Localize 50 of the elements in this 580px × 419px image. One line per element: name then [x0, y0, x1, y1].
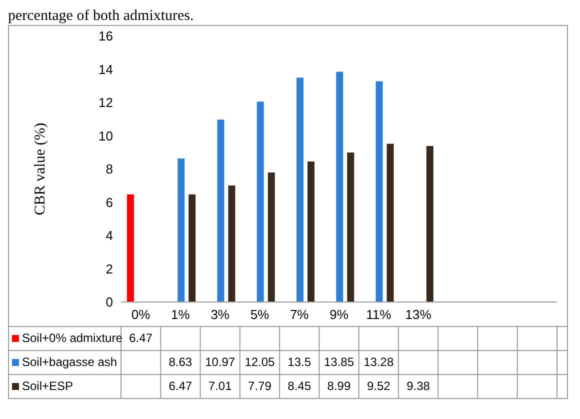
y-axis-title: CBR value (%) [32, 122, 48, 216]
x-tick-label: 5% [250, 307, 270, 322]
bar [188, 194, 196, 302]
data-label: 13.28 [362, 354, 395, 371]
data-label: 12.05 [244, 354, 276, 371]
data-label: 13.5 [286, 354, 312, 371]
bar [426, 146, 434, 302]
data-label: 8.99 [326, 378, 352, 395]
y-tick-label: 4 [106, 228, 113, 244]
data-label: 7.79 [247, 378, 272, 395]
bar [376, 81, 383, 302]
bar [228, 185, 236, 302]
y-tick-label: 12 [98, 95, 113, 110]
y-tick-label: 6 [106, 194, 113, 210]
y-tick-label: 16 [98, 28, 113, 44]
bar [217, 120, 224, 302]
legend-label: Soil+bagasse ash [21, 354, 118, 371]
data-label: 7.01 [207, 378, 233, 395]
data-label: 10.97 [204, 354, 236, 371]
bar [386, 144, 394, 302]
data-label: 13.85 [322, 354, 355, 371]
x-tick-label: 7% [290, 307, 310, 322]
x-tick-label: 3% [210, 307, 230, 322]
bar [256, 102, 264, 302]
y-tick-label: 14 [98, 62, 113, 77]
bar [126, 194, 134, 302]
y-tick-label: 0 [106, 294, 113, 310]
y-tick-label: 10 [98, 128, 113, 144]
data-label: 6.47 [128, 330, 154, 347]
data-label: 9.52 [366, 378, 392, 395]
bar [336, 72, 344, 302]
legend-label: Soil+0% admixture [21, 330, 122, 347]
bar [178, 158, 185, 302]
data-label: 8.45 [286, 378, 312, 395]
bar [307, 162, 314, 302]
data-label: 8.63 [168, 354, 194, 371]
text: percentage of both admixtures. [8, 8, 195, 25]
y-tick-label: 8 [106, 162, 113, 177]
bar [296, 78, 304, 302]
y-tick-label: 2 [106, 261, 113, 276]
data-label: 9.38 [406, 378, 431, 395]
bar [268, 172, 275, 302]
data-label: 6.47 [168, 378, 194, 395]
x-tick-label: 1% [171, 307, 190, 322]
x-tick-label: 0% [131, 307, 151, 322]
x-tick-label: 13% [405, 307, 432, 322]
legend-label: Soil+ESP [21, 378, 74, 395]
x-tick-label: 11% [366, 307, 392, 322]
x-tick-label: 9% [330, 307, 349, 322]
bar [347, 152, 354, 302]
